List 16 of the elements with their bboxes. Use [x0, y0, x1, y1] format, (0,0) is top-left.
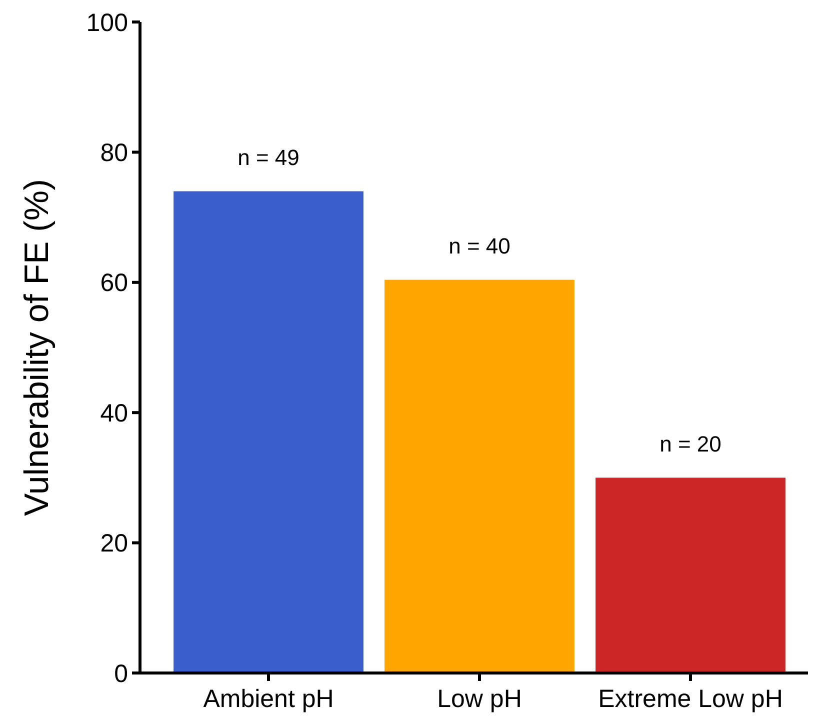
y-tick-label: 100	[86, 8, 128, 37]
x-tick-label: Low pH	[437, 685, 522, 713]
bar	[596, 478, 786, 673]
y-tick-label: 60	[100, 269, 128, 298]
bar	[384, 280, 574, 673]
x-tick-label: Ambient pH	[203, 685, 334, 713]
y-tick-label: 20	[100, 530, 128, 558]
y-axis-title: Vulnerability of FE (%)	[18, 179, 56, 516]
y-tick-label: 80	[100, 138, 128, 167]
annotation: n = 49	[238, 144, 300, 170]
y-tick-label: 40	[100, 399, 128, 428]
x-tick-label: Extreme Low pH	[598, 685, 783, 713]
y-tick-label: 0	[114, 660, 128, 688]
bar	[174, 191, 364, 673]
annotation: n = 20	[660, 431, 722, 456]
annotation: n = 40	[448, 233, 510, 258]
